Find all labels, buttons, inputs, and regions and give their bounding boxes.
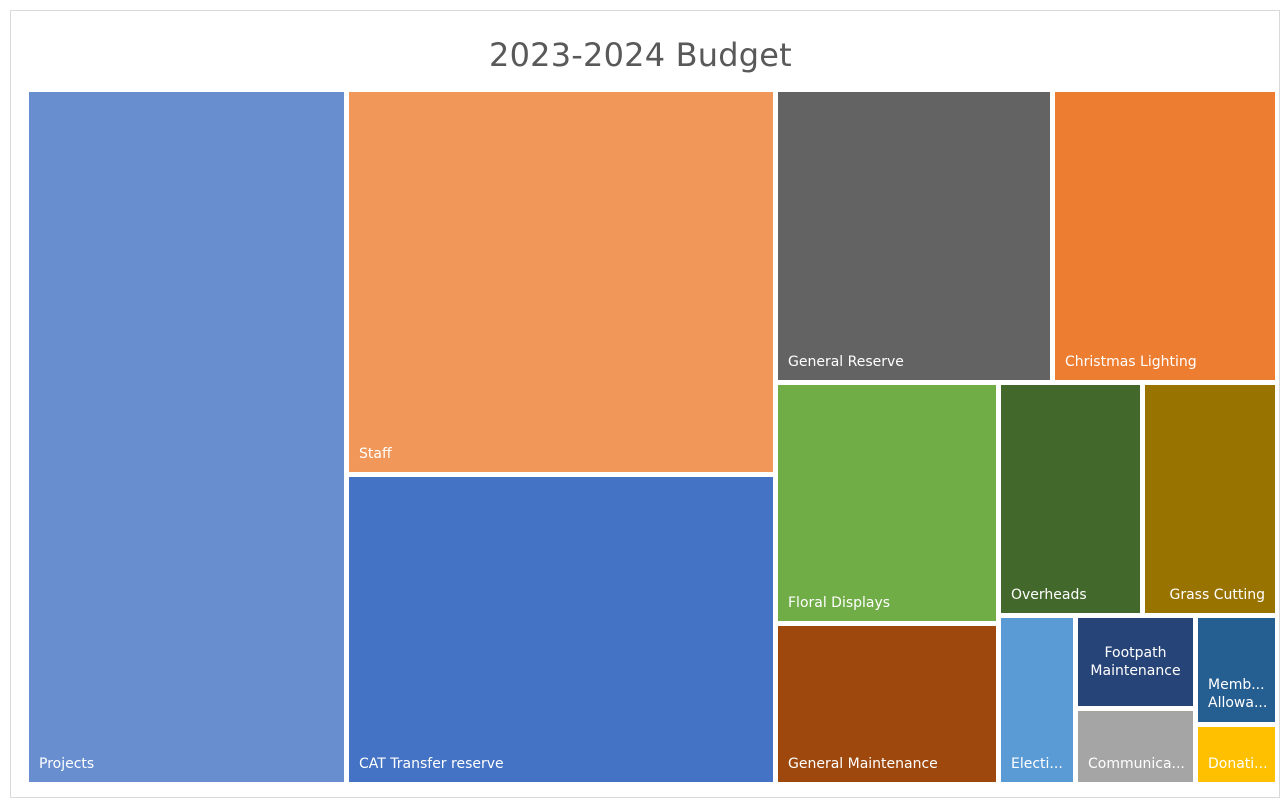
chart-title: 2023-2024 Budget bbox=[489, 36, 792, 74]
tile-label: Christmas Lighting bbox=[1065, 354, 1197, 370]
tile-label: General Reserve bbox=[788, 354, 904, 370]
tile-label: General Maintenance bbox=[788, 756, 938, 772]
treemap-tile-general-reserve[interactable]: General Reserve bbox=[778, 92, 1050, 380]
tile-label: Communica... bbox=[1088, 756, 1185, 772]
tile-label: Memb... Allowa... bbox=[1208, 677, 1268, 711]
tile-label: Staff bbox=[359, 446, 392, 462]
tile-label: Donati... bbox=[1208, 756, 1268, 772]
tile-label: CAT Transfer reserve bbox=[359, 756, 504, 772]
tile-label: Projects bbox=[39, 756, 95, 772]
treemap-tile-footpath-maintenance[interactable]: Footpath Maintenance bbox=[1078, 618, 1193, 706]
treemap-tile-projects[interactable]: Projects bbox=[29, 92, 344, 782]
treemap-tile-staff[interactable]: Staff bbox=[349, 92, 773, 472]
treemap-tile-donations[interactable]: Donati... bbox=[1198, 727, 1275, 782]
treemap-tile-general-maintenance[interactable]: General Maintenance bbox=[778, 626, 996, 782]
tile-label: Floral Displays bbox=[788, 595, 891, 611]
treemap-tile-overheads[interactable]: Overheads bbox=[1001, 385, 1140, 613]
treemap-tile-grass-cutting[interactable]: Grass Cutting bbox=[1145, 385, 1275, 613]
tile-label: Electi... bbox=[1011, 756, 1063, 772]
treemap-tile-elections[interactable]: Electi... bbox=[1001, 618, 1073, 782]
tile-label: Footpath Maintenance bbox=[1090, 645, 1181, 679]
tile-label: Grass Cutting bbox=[1169, 587, 1266, 603]
treemap-tile-floral-displays[interactable]: Floral Displays bbox=[778, 385, 996, 621]
treemap-tile-christmas-lighting[interactable]: Christmas Lighting bbox=[1055, 92, 1275, 380]
treemap-tile-communications[interactable]: Communica... bbox=[1078, 711, 1193, 782]
treemap-tile-members-allowance[interactable]: Memb... Allowa... bbox=[1198, 618, 1275, 722]
tile-label: Overheads bbox=[1011, 587, 1087, 603]
treemap-tile-cat-transfer-reserve[interactable]: CAT Transfer reserve bbox=[349, 477, 773, 782]
